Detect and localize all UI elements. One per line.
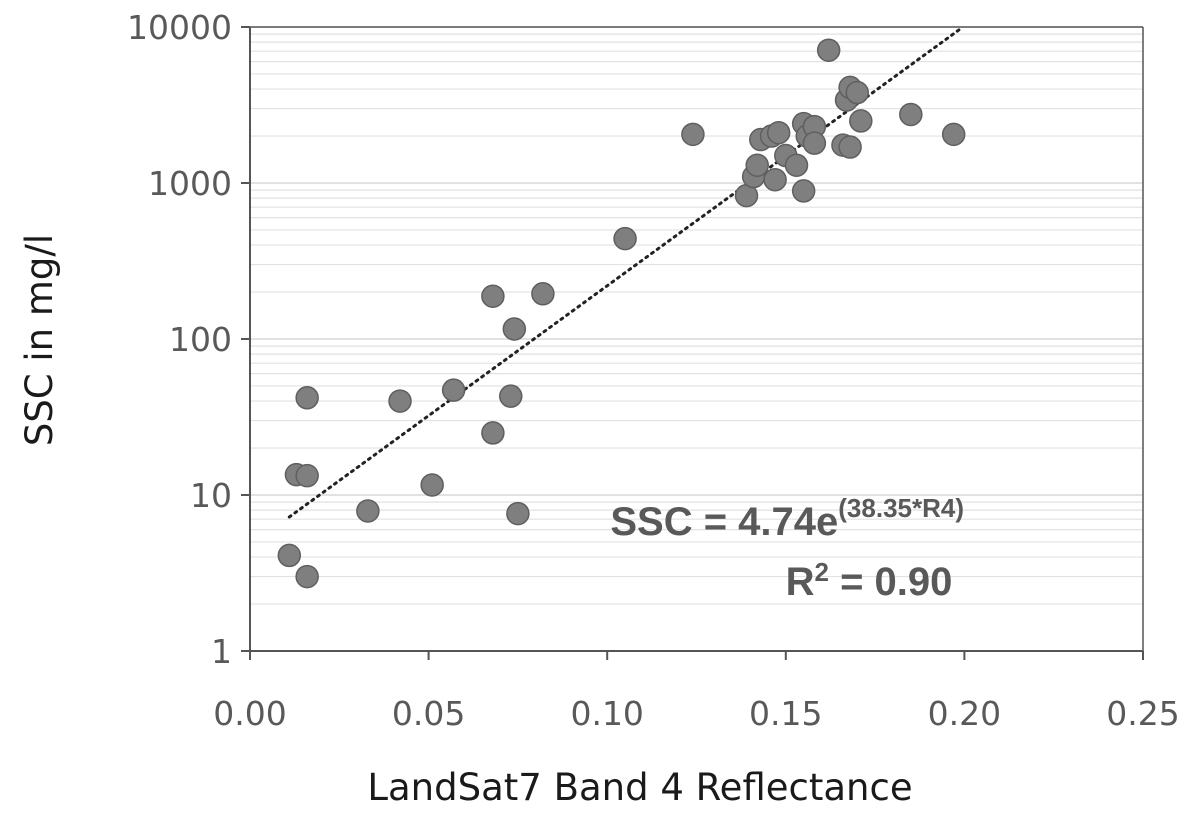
x-tick-label: 0.20 — [928, 694, 1001, 733]
data-point — [502, 317, 527, 341]
data-point — [531, 282, 555, 306]
r2-letter: R — [786, 560, 815, 604]
data-point — [816, 38, 841, 62]
equation-exponent: (38.35*R4) — [838, 493, 964, 523]
data-point — [941, 122, 966, 147]
x-tick-label: 0.10 — [570, 694, 643, 733]
y-tick-label: 1000 — [148, 164, 232, 203]
y-tick-label: 10 — [190, 476, 232, 515]
data-points — [277, 38, 966, 589]
x-tick-label: 0.25 — [1106, 694, 1179, 733]
y-tick-label: 100 — [169, 320, 232, 359]
y-axis-title: SSC in mg/l — [18, 234, 61, 446]
data-point — [845, 80, 869, 105]
data-point — [784, 153, 809, 177]
data-point — [899, 102, 923, 127]
data-point — [763, 167, 787, 192]
data-point — [838, 135, 862, 159]
data-point — [499, 384, 523, 408]
data-point — [356, 499, 380, 523]
data-point — [295, 386, 319, 410]
x-tick-label: 0.05 — [392, 694, 465, 733]
data-point — [277, 543, 302, 568]
data-point — [481, 421, 505, 445]
y-tick-label: 10000 — [127, 8, 232, 47]
data-point — [388, 389, 412, 413]
r-squared-label: R2 = 0.90 — [786, 557, 953, 604]
data-point — [791, 179, 816, 203]
r2-superscript: 2 — [814, 557, 828, 587]
data-point — [802, 131, 827, 155]
x-axis-title: LandSat7 Band 4 Reflectance — [367, 766, 912, 809]
r2-value: = 0.90 — [829, 560, 952, 604]
data-point — [766, 120, 791, 145]
data-point — [506, 501, 530, 526]
data-point — [441, 378, 466, 402]
trendline-equation: SSC = 4.74e(38.35*R4) — [610, 493, 964, 544]
x-tick-label: 0.15 — [749, 694, 822, 733]
data-point — [681, 122, 705, 147]
data-point — [420, 473, 444, 497]
tick-labels: 0.00 0.05 0.10 0.15 0.20 0.25 1 10 100 1000 10000 — [127, 8, 1180, 733]
data-point — [849, 109, 873, 133]
data-point — [295, 463, 319, 488]
equation-base: SSC = 4.74e — [610, 500, 838, 544]
y-tick-label: 1 — [211, 632, 232, 671]
x-tick-label: 0.00 — [213, 694, 286, 733]
data-point — [745, 153, 769, 177]
data-point — [613, 226, 637, 251]
data-point — [295, 564, 319, 589]
data-point — [481, 284, 505, 308]
axes — [241, 26, 1144, 660]
